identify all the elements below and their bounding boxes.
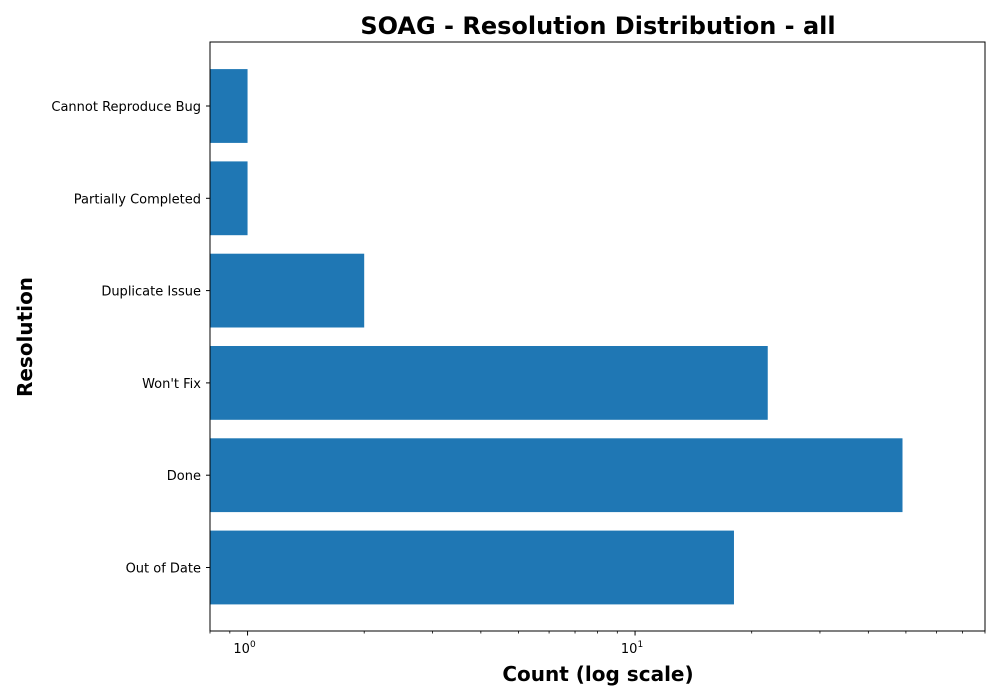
bar-won-t-fix xyxy=(210,346,768,420)
y-tick-label: Won't Fix xyxy=(142,377,201,392)
plot-frame xyxy=(209,41,986,632)
bar-duplicate-issue xyxy=(210,253,365,328)
bar-done xyxy=(210,438,903,513)
x-tick-label: 101 xyxy=(621,640,643,657)
y-tick-label: Out of Date xyxy=(126,562,201,577)
x-ticks-group: 100 101 xyxy=(209,631,986,657)
bars-group xyxy=(210,69,903,605)
x-axis-label: Count (log scale) xyxy=(502,662,693,686)
y-axis-label: Resolution xyxy=(13,277,37,397)
y-tick-label: Cannot Reproduce Bug xyxy=(51,100,201,115)
chart-title: SOAG - Resolution Distribution - all xyxy=(360,12,835,40)
bar-partially-completed xyxy=(210,161,248,236)
y-tick-label: Partially Completed xyxy=(74,192,201,207)
y-ticks-group: Cannot Reproduce Bug Partially Completed D… xyxy=(51,100,210,577)
bar-cannot-reproduce-bug xyxy=(210,69,248,143)
y-tick-label: Duplicate Issue xyxy=(101,285,201,300)
x-tick-label: 100 xyxy=(233,640,256,657)
y-tick-label: Done xyxy=(167,469,201,484)
bar-out-of-date xyxy=(210,530,734,605)
